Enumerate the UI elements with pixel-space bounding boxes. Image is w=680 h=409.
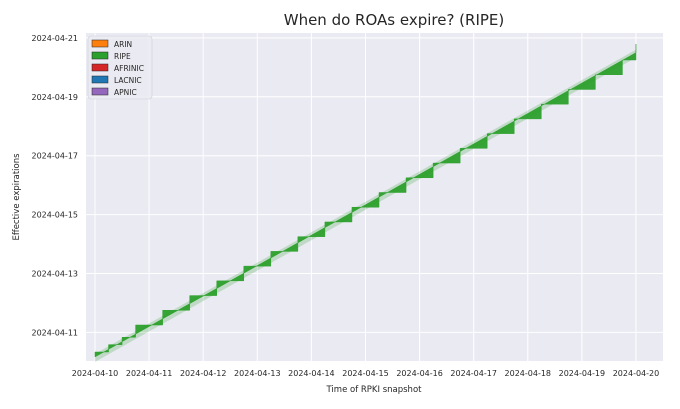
legend: ARIN RIPE AFRINIC LACNIC APNIC <box>87 35 153 100</box>
x-tick-label: 2024-04-14 <box>288 369 335 378</box>
y-tick-label: 2024-04-13 <box>32 269 79 278</box>
legend-label: AFRINIC <box>114 64 144 73</box>
x-tick-labels: 2024-04-10 2024-04-11 2024-04-12 2024-04-13… <box>72 369 659 378</box>
x-tick-label: 2024-04-17 <box>450 369 497 378</box>
series-area-ripe <box>94 44 637 358</box>
chart-title: When do ROAs expire? (RIPE) <box>284 11 505 29</box>
legend-swatch <box>91 51 109 60</box>
x-tick-label: 2024-04-20 <box>613 369 660 378</box>
x-tick-label: 2024-04-12 <box>180 369 227 378</box>
y-tick-label: 2024-04-19 <box>32 93 79 102</box>
x-tick-label: 2024-04-11 <box>126 369 173 378</box>
x-tick-label: 2024-04-13 <box>234 369 281 378</box>
legend-swatch <box>91 75 109 84</box>
y-axis-label: Effective expirations <box>12 153 22 241</box>
x-tick-label: 2024-04-18 <box>505 369 552 378</box>
plot-area <box>86 33 663 361</box>
legend-swatch <box>91 39 109 48</box>
legend-label: APNIC <box>114 88 137 97</box>
legend-label: RIPE <box>114 52 131 61</box>
y-tick-label: 2024-04-15 <box>32 211 79 220</box>
x-axis-label: Time of RPKI snapshot <box>326 385 423 395</box>
y-tick-label: 2024-04-11 <box>32 328 79 337</box>
series-fills <box>94 44 637 362</box>
y-tick-label: 2024-04-17 <box>32 152 79 161</box>
x-tick-label: 2024-04-19 <box>559 369 606 378</box>
y-tick-label: 2024-04-21 <box>32 34 79 43</box>
legend-label: ARIN <box>114 40 132 49</box>
legend-swatch <box>91 63 109 72</box>
x-tick-label: 2024-04-15 <box>342 369 389 378</box>
x-tick-label: 2024-04-10 <box>72 369 119 378</box>
x-tick-label: 2024-04-16 <box>396 369 443 378</box>
y-tick-labels: 2024-04-11 2024-04-13 2024-04-15 2024-04-17… <box>32 34 79 337</box>
legend-swatch <box>91 87 109 96</box>
legend-label: LACNIC <box>114 76 142 85</box>
gridlines <box>86 33 663 361</box>
